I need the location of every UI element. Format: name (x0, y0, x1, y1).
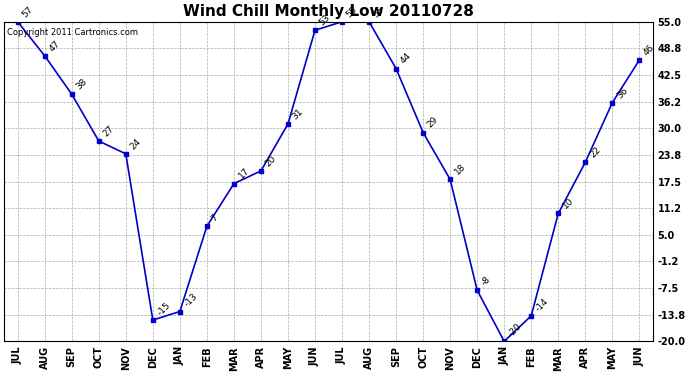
Text: -8: -8 (480, 275, 493, 287)
Text: 22: 22 (588, 145, 602, 160)
Text: -15: -15 (156, 300, 172, 317)
Text: -14: -14 (534, 296, 551, 313)
Text: 53: 53 (318, 13, 333, 27)
Text: 24: 24 (128, 137, 143, 151)
Text: 57: 57 (21, 4, 35, 19)
Title: Wind Chill Monthly Low 20110728: Wind Chill Monthly Low 20110728 (183, 4, 474, 19)
Text: 29: 29 (426, 116, 440, 130)
Text: 10: 10 (561, 196, 575, 211)
Text: 20: 20 (264, 154, 278, 168)
Text: 55: 55 (345, 4, 359, 19)
Text: 27: 27 (101, 124, 116, 138)
Text: 18: 18 (453, 162, 467, 177)
Text: 17: 17 (237, 166, 251, 181)
Text: -20: -20 (507, 322, 524, 339)
Text: 38: 38 (75, 77, 89, 92)
Text: 47: 47 (48, 39, 62, 53)
Text: 36: 36 (615, 86, 629, 100)
Text: Copyright 2011 Cartronics.com: Copyright 2011 Cartronics.com (8, 28, 139, 37)
Text: 31: 31 (290, 107, 305, 121)
Text: 44: 44 (399, 51, 413, 66)
Text: 46: 46 (642, 43, 656, 57)
Text: -13: -13 (183, 292, 199, 309)
Text: 55: 55 (372, 4, 386, 19)
Text: 7: 7 (210, 213, 220, 223)
